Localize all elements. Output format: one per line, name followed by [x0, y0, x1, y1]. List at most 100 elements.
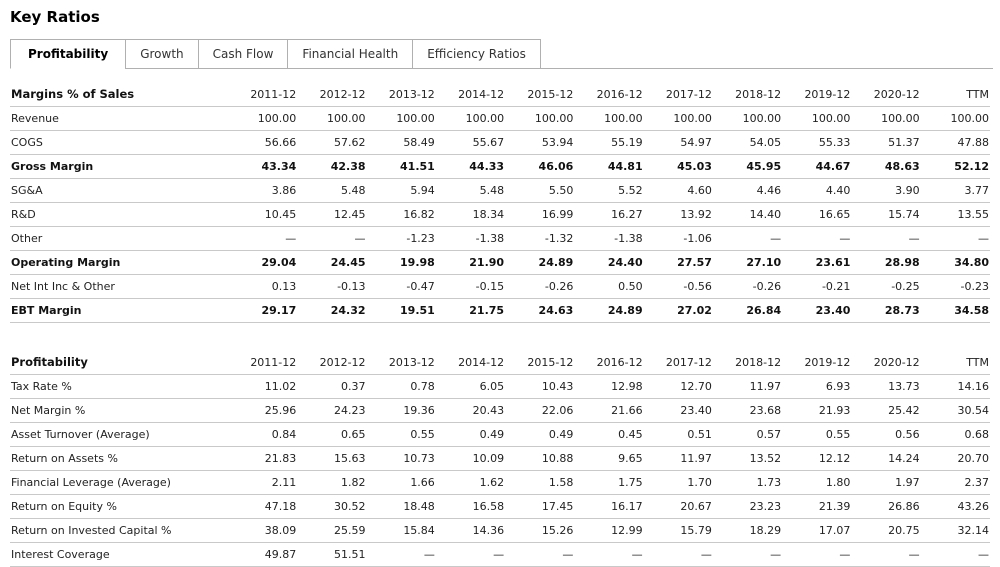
- value-cell: 51.37: [851, 130, 921, 155]
- value-cell: 55.67: [435, 130, 506, 155]
- value-cell: 57.62: [297, 130, 367, 155]
- value-cell: 0.45: [574, 422, 644, 447]
- value-cell: 46.06: [505, 154, 575, 179]
- value-cell: —: [574, 542, 644, 567]
- value-cell: 24.40: [574, 250, 644, 275]
- value-cell: 21.75: [435, 298, 506, 323]
- value-cell: —: [435, 542, 506, 567]
- value-cell: 38.09: [228, 518, 298, 543]
- value-cell: 49.87: [228, 542, 298, 567]
- value-cell: 20.67: [643, 494, 713, 519]
- table-row: Interest Coverage 49.87 51.51— — — — — — — — —: [10, 542, 990, 567]
- value-cell: 10.45: [228, 202, 298, 227]
- value-cell: —: [228, 226, 298, 251]
- value-cell: 23.61: [782, 250, 852, 275]
- value-cell: 47.18: [228, 494, 298, 519]
- value-cell: 24.89: [574, 298, 644, 323]
- table-row: Net Int Inc & Other 0.13 -0.13 -0.47 -0.15 -0…: [10, 274, 990, 299]
- table-row: COGS 56.66 57.62 58.49 55.67 53.94 55.19 54.97 5…: [10, 130, 990, 155]
- value-cell: 2.11: [228, 470, 298, 495]
- value-cell: 13.92: [643, 202, 713, 227]
- value-cell: 4.40: [782, 178, 852, 203]
- value-cell: 21.83: [228, 446, 298, 471]
- value-cell: 14.36: [435, 518, 506, 543]
- value-cell: 16.27: [574, 202, 644, 227]
- value-cell: 29.17: [228, 298, 298, 323]
- value-cell: 21.66: [574, 398, 644, 423]
- value-cell: —: [366, 542, 436, 567]
- row-label: COGS: [10, 130, 229, 155]
- value-cell: 0.55: [782, 422, 852, 447]
- value-cell: 11.97: [643, 446, 713, 471]
- value-cell: 44.33: [435, 154, 506, 179]
- value-cell: 41.51: [366, 154, 436, 179]
- page-title: Key Ratios: [10, 8, 100, 26]
- tab-growth[interactable]: Growth: [125, 39, 199, 69]
- value-cell: 25.59: [297, 518, 367, 543]
- value-cell: 27.10: [712, 250, 783, 275]
- value-cell: 15.63: [297, 446, 367, 471]
- value-cell: -0.15: [435, 274, 506, 299]
- value-cell: 23.40: [782, 298, 852, 323]
- value-cell: 25.96: [228, 398, 298, 423]
- value-cell: 27.02: [643, 298, 713, 323]
- value-cell: 100.00: [851, 106, 921, 131]
- column-header: 2012-12: [297, 350, 367, 375]
- column-header: 2015-12: [505, 82, 575, 107]
- value-cell: 1.62: [435, 470, 506, 495]
- value-cell: 18.29: [712, 518, 783, 543]
- value-cell: -1.38: [435, 226, 506, 251]
- row-label: R&D: [10, 202, 229, 227]
- value-cell: -1.23: [366, 226, 436, 251]
- table-header-row: Margins % of Sales 2011-12 2012-12 2013-12 2…: [10, 82, 990, 107]
- row-label: Operating Margin: [10, 250, 229, 275]
- value-cell: 53.94: [505, 130, 575, 155]
- table-row: SG&A 3.86 5.48 5.94 5.48 5.50 5.52 4.60 4.46 4.40…: [10, 178, 990, 203]
- tab-efficiency-ratios[interactable]: Efficiency Ratios: [412, 39, 541, 69]
- tab-profitability[interactable]: Profitability: [10, 39, 127, 69]
- table-row: Return on Equity % 47.18 30.52 18.48 16.58 17…: [10, 494, 990, 519]
- tab-financial-health[interactable]: Financial Health: [287, 39, 414, 69]
- row-label: Financial Leverage (Average): [10, 470, 229, 495]
- column-header: TTM: [920, 82, 990, 107]
- table-section-title: Profitability: [10, 350, 229, 375]
- value-cell: 24.63: [505, 298, 575, 323]
- value-cell: 4.46: [712, 178, 783, 203]
- tab-cash-flow[interactable]: Cash Flow: [197, 39, 289, 69]
- value-cell: 45.95: [712, 154, 783, 179]
- column-header: 2016-12: [574, 350, 644, 375]
- value-cell: 5.52: [574, 178, 644, 203]
- value-cell: 16.99: [505, 202, 575, 227]
- value-cell: 30.52: [297, 494, 367, 519]
- value-cell: 100.00: [782, 106, 852, 131]
- value-cell: 10.73: [366, 446, 436, 471]
- value-cell: —: [920, 226, 990, 251]
- value-cell: 21.90: [435, 250, 506, 275]
- value-cell: 15.26: [505, 518, 575, 543]
- value-cell: 55.19: [574, 130, 644, 155]
- value-cell: 1.82: [297, 470, 367, 495]
- value-cell: 28.98: [851, 250, 921, 275]
- row-label: SG&A: [10, 178, 229, 203]
- value-cell: 100.00: [574, 106, 644, 131]
- value-cell: -0.21: [782, 274, 852, 299]
- table-row: EBT Margin 29.17 24.32 19.51 21.75 24.63 24.89…: [10, 298, 990, 323]
- value-cell: 16.17: [574, 494, 644, 519]
- value-cell: 1.58: [505, 470, 575, 495]
- value-cell: -0.13: [297, 274, 367, 299]
- value-cell: 12.98: [574, 374, 644, 399]
- value-cell: 19.36: [366, 398, 436, 423]
- column-header: 2014-12: [435, 350, 506, 375]
- table-row: Revenue 100.00 100.00 100.00 100.00 100.00 100…: [10, 106, 990, 131]
- value-cell: 0.49: [435, 422, 506, 447]
- value-cell: 0.13: [228, 274, 298, 299]
- value-cell: 16.58: [435, 494, 506, 519]
- row-label: Net Int Inc & Other: [10, 274, 229, 299]
- value-cell: 55.33: [782, 130, 852, 155]
- column-header: 2013-12: [366, 82, 436, 107]
- row-label: Gross Margin: [10, 154, 229, 179]
- value-cell: 100.00: [712, 106, 783, 131]
- value-cell: 1.73: [712, 470, 783, 495]
- column-header: 2020-12: [851, 350, 921, 375]
- row-label: Other: [10, 226, 229, 251]
